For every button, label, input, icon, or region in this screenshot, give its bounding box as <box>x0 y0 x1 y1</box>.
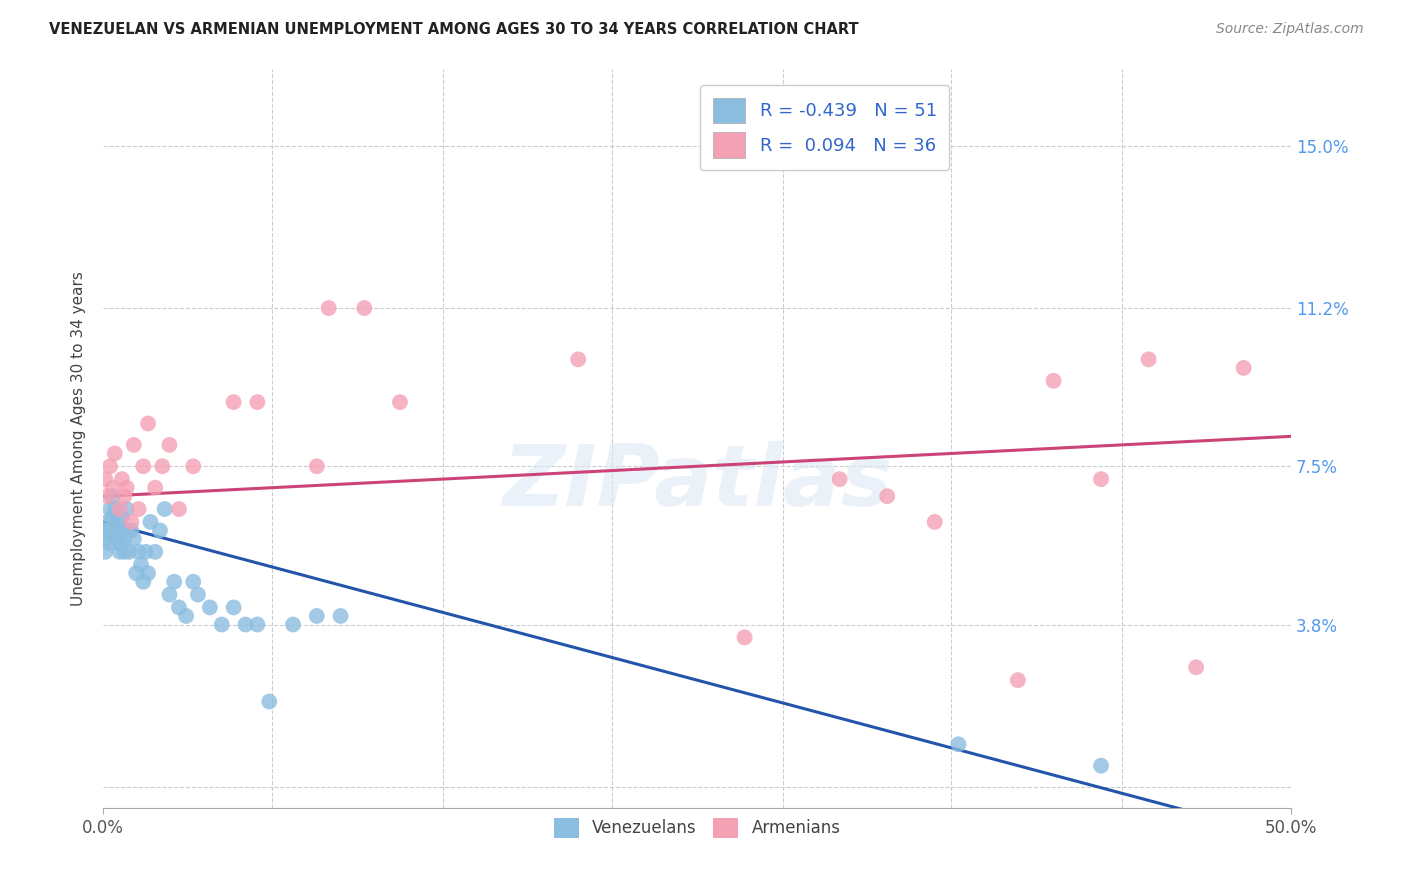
Point <box>150 459 173 474</box>
Point <box>159 438 181 452</box>
Point <box>125 566 148 581</box>
Point <box>924 515 946 529</box>
Point <box>246 395 269 409</box>
Point <box>115 524 138 538</box>
Text: ZIPatlas: ZIPatlas <box>502 442 893 524</box>
Point <box>948 737 970 751</box>
Point <box>181 574 204 589</box>
Point <box>120 524 142 538</box>
Point <box>1007 673 1029 687</box>
Point <box>104 502 127 516</box>
Point <box>174 609 197 624</box>
Point <box>222 600 245 615</box>
Point <box>98 524 121 538</box>
Point <box>128 545 150 559</box>
Point <box>115 481 138 495</box>
Point <box>136 566 159 581</box>
Point <box>143 481 166 495</box>
Point <box>139 515 162 529</box>
Point <box>135 545 157 559</box>
Point <box>163 574 186 589</box>
Point <box>198 600 221 615</box>
Point <box>122 438 145 452</box>
Point <box>1090 758 1112 772</box>
Point <box>246 617 269 632</box>
Point <box>167 600 190 615</box>
Point <box>112 532 135 546</box>
Point <box>1042 374 1064 388</box>
Point <box>159 588 181 602</box>
Point <box>567 352 589 367</box>
Y-axis label: Unemployment Among Ages 30 to 34 years: Unemployment Among Ages 30 to 34 years <box>72 271 86 606</box>
Point <box>105 515 128 529</box>
Point <box>235 617 257 632</box>
Point <box>187 588 209 602</box>
Point <box>104 524 127 538</box>
Point <box>143 545 166 559</box>
Point <box>98 459 121 474</box>
Point <box>149 524 172 538</box>
Point <box>108 536 131 550</box>
Point <box>115 502 138 516</box>
Point <box>136 417 159 431</box>
Point <box>112 545 135 559</box>
Point <box>98 502 121 516</box>
Point <box>101 481 124 495</box>
Point <box>105 532 128 546</box>
Point <box>1233 360 1256 375</box>
Point <box>828 472 851 486</box>
Point <box>94 545 117 559</box>
Point <box>222 395 245 409</box>
Point <box>111 472 134 486</box>
Point <box>305 459 328 474</box>
Point <box>94 472 117 486</box>
Point <box>876 489 898 503</box>
Point <box>108 502 131 516</box>
Point <box>281 617 304 632</box>
Point <box>318 301 340 315</box>
Point <box>329 609 352 624</box>
Point <box>101 489 124 503</box>
Point <box>111 524 134 538</box>
Point <box>153 502 176 516</box>
Point <box>167 502 190 516</box>
Point <box>259 694 281 708</box>
Point <box>132 574 155 589</box>
Point <box>128 502 150 516</box>
Legend: Venezuelans, Armenians: Venezuelans, Armenians <box>547 811 848 845</box>
Point <box>132 459 155 474</box>
Point <box>211 617 233 632</box>
Point <box>111 510 134 524</box>
Point <box>1090 472 1112 486</box>
Point <box>122 532 145 546</box>
Text: VENEZUELAN VS ARMENIAN UNEMPLOYMENT AMONG AGES 30 TO 34 YEARS CORRELATION CHART: VENEZUELAN VS ARMENIAN UNEMPLOYMENT AMON… <box>49 22 859 37</box>
Point <box>97 515 120 529</box>
Point <box>97 489 120 503</box>
Point <box>181 459 204 474</box>
Point <box>1185 660 1208 674</box>
Point <box>112 489 135 503</box>
Point <box>1137 352 1160 367</box>
Point <box>97 532 120 546</box>
Point <box>98 536 121 550</box>
Point <box>94 524 117 538</box>
Point <box>108 545 131 559</box>
Point <box>734 631 756 645</box>
Point <box>388 395 411 409</box>
Point <box>353 301 375 315</box>
Text: Source: ZipAtlas.com: Source: ZipAtlas.com <box>1216 22 1364 37</box>
Point <box>129 558 152 572</box>
Point <box>118 545 141 559</box>
Point <box>101 510 124 524</box>
Point <box>104 446 127 460</box>
Point <box>305 609 328 624</box>
Point <box>120 515 142 529</box>
